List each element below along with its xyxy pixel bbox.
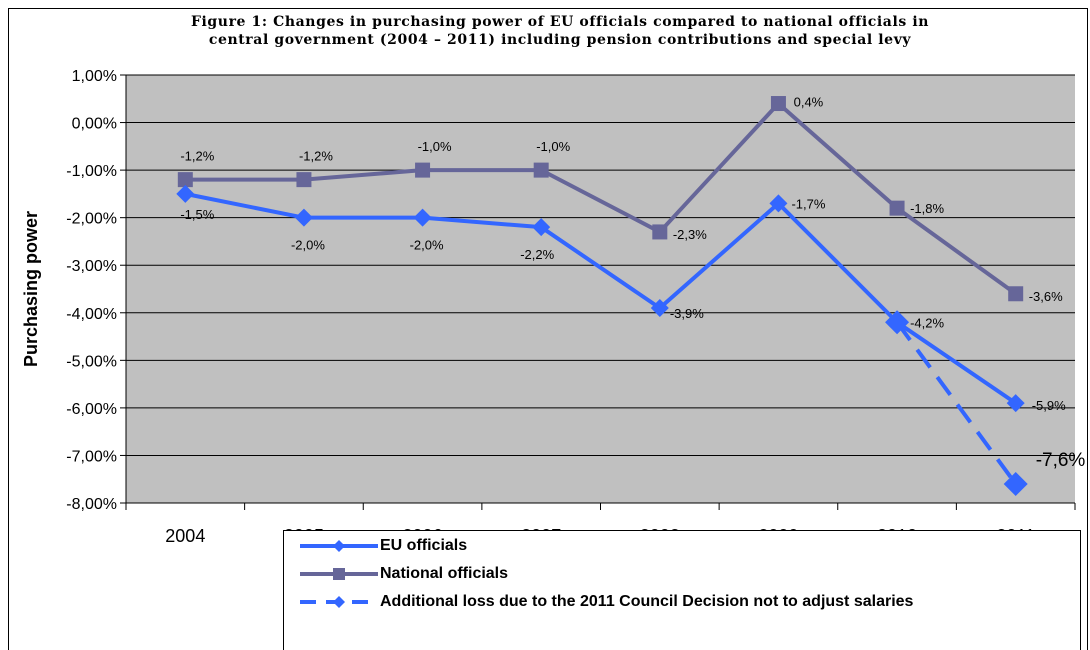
data-label-eu-officials: -2,0% xyxy=(291,238,325,253)
chart-title-line-2: central government (2004 – 2011) includi… xyxy=(208,32,912,48)
legend-item-national-officials: National officials xyxy=(298,563,508,585)
legend-item-additional-loss: Additional loss due to the 2011 Council … xyxy=(298,591,913,613)
chart-frame xyxy=(8,8,1088,650)
y-tick-label: -1,00% xyxy=(66,163,117,180)
y-tick-label: -5,00% xyxy=(66,353,117,370)
data-point-eu-officials xyxy=(176,184,195,203)
legend-swatch-eu-officials xyxy=(300,540,378,552)
data-label-national-officials: -2,3% xyxy=(673,227,707,242)
data-label-eu-officials: -2,2% xyxy=(520,247,554,262)
data-point-additional-loss-due-to-the-201 xyxy=(1003,471,1028,496)
data-point-eu-officials xyxy=(650,299,669,318)
plot-area xyxy=(126,75,1075,503)
series-line-national-officials xyxy=(185,101,1017,296)
y-tick-label: 0,00% xyxy=(72,116,117,133)
data-point-national-officials xyxy=(415,162,431,178)
y-tick-label: -6,00% xyxy=(66,401,117,418)
legend-label-national-officials: National officials xyxy=(380,565,509,582)
data-label-national-officials: -1,0% xyxy=(418,139,452,154)
data-label-eu-officials: -5,9% xyxy=(1032,398,1066,413)
x-tick-label: 2004 xyxy=(165,526,205,546)
data-label-eu-officials: -2,0% xyxy=(410,238,444,253)
data-label-eu-officials: -4,2% xyxy=(910,315,944,330)
y-tick-label: -8,00% xyxy=(66,496,117,513)
y-tick-label: -4,00% xyxy=(66,306,117,323)
data-point-eu-officials xyxy=(769,194,788,213)
y-axis-label: Purchasing power xyxy=(21,211,41,367)
data-point-eu-officials xyxy=(885,310,910,335)
chart-title-line-1: Figure 1: Changes in purchasing power of… xyxy=(190,14,930,30)
chart-legend: EU officials National officials Addition… xyxy=(283,530,1081,650)
data-label-national-officials: -1,2% xyxy=(180,149,214,164)
data-point-national-officials xyxy=(770,96,786,112)
data-point-eu-officials xyxy=(294,208,313,227)
data-point-national-officials xyxy=(652,224,668,240)
data-label-national-officials: -1,8% xyxy=(910,201,944,216)
legend-item-eu-officials: EU officials xyxy=(298,535,467,557)
data-point-eu-officials xyxy=(532,218,551,237)
data-point-national-officials xyxy=(533,162,549,178)
data-point-national-officials xyxy=(177,172,193,188)
legend-swatch-national-officials xyxy=(300,568,378,580)
legend-label-eu-officials: EU officials xyxy=(380,537,468,554)
data-label-eu-officials: -1,7% xyxy=(791,196,825,211)
data-label-additional-loss-due-to-the-201: -7,6% xyxy=(1036,450,1086,471)
y-tick-label: -7,00% xyxy=(66,448,117,465)
data-label-national-officials: -1,0% xyxy=(536,139,570,154)
data-label-national-officials: 0,4% xyxy=(794,95,824,110)
data-point-national-officials xyxy=(1008,286,1024,302)
y-tick-label: -3,00% xyxy=(66,258,117,275)
y-tick-label: 1,00% xyxy=(72,68,117,85)
data-point-national-officials xyxy=(296,172,312,188)
data-label-eu-officials: -3,9% xyxy=(670,306,704,321)
data-label-national-officials: -3,6% xyxy=(1029,289,1063,304)
y-tick-label: -2,00% xyxy=(66,211,117,228)
data-label-eu-officials: -1,5% xyxy=(180,207,214,222)
legend-label-additional-loss: Additional loss due to the 2011 Council … xyxy=(380,593,914,610)
data-label-national-officials: -1,2% xyxy=(299,149,333,164)
data-point-eu-officials xyxy=(413,208,432,227)
data-point-national-officials xyxy=(889,200,905,216)
legend-swatch-additional-loss xyxy=(300,596,378,608)
data-point-eu-officials xyxy=(1006,394,1025,413)
series-line-eu-officials xyxy=(184,191,1017,405)
